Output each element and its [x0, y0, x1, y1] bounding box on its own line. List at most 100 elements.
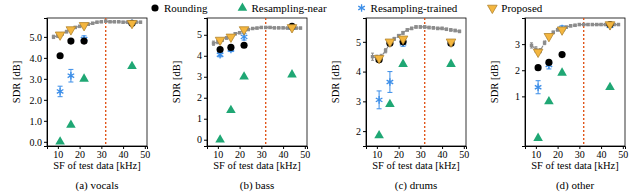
error-bar	[113, 21, 116, 23]
tick-label: 10	[372, 149, 382, 160]
subplot-caption: (d) other	[556, 179, 595, 192]
marker	[374, 55, 384, 63]
error-bar	[591, 23, 594, 25]
marker	[139, 20, 142, 23]
tick-label: 10	[213, 149, 223, 160]
tick: 20	[75, 146, 85, 160]
error-bar	[441, 27, 444, 29]
marker	[91, 22, 94, 25]
subplot-caption: (a) vocals	[75, 179, 118, 192]
tick-label: 4	[197, 50, 202, 61]
marker	[57, 52, 64, 59]
tick-mark	[44, 58, 47, 59]
error-cap	[58, 86, 63, 87]
legend-item: Proposed	[488, 2, 543, 14]
tick-label: 2.0	[30, 95, 43, 106]
marker	[414, 25, 417, 28]
error-bar	[264, 27, 267, 29]
error-cap	[530, 42, 533, 43]
tick-label: 3	[515, 39, 520, 50]
error-cap	[384, 48, 387, 49]
error-bar	[273, 27, 276, 29]
error-cap	[536, 80, 541, 81]
error-bar	[100, 21, 103, 23]
tick-mark	[363, 72, 366, 73]
error-bar	[371, 53, 374, 60]
error-bar	[423, 26, 426, 28]
tick-mark	[363, 42, 366, 43]
tick: 50	[300, 146, 310, 160]
tick-mark	[204, 119, 207, 120]
tick-label: 30	[257, 149, 267, 160]
panel: 1020304050012345SF of test data [kHz]SDR…	[171, 18, 310, 192]
marker	[260, 26, 263, 29]
error-bar	[139, 21, 142, 23]
marker	[239, 27, 249, 35]
error-bar	[377, 91, 382, 109]
tick: 2	[515, 65, 525, 76]
marker	[432, 26, 435, 29]
marker	[52, 35, 55, 38]
marker	[215, 37, 225, 45]
tick-label: 1	[515, 91, 520, 102]
marker	[299, 26, 302, 29]
marker	[104, 19, 107, 22]
error-bar	[58, 86, 63, 96]
y-axis-title: SDR [dB]	[489, 61, 500, 103]
marker	[530, 44, 533, 47]
marker	[582, 23, 585, 26]
tick-mark	[522, 44, 525, 45]
marker	[287, 25, 297, 33]
reference-line	[424, 18, 425, 146]
error-bar	[587, 23, 590, 25]
marker	[55, 136, 65, 144]
marker	[591, 23, 594, 26]
marker	[100, 20, 103, 23]
error-cap	[68, 82, 73, 83]
x-axis-title: SF of test data [kHz]	[531, 160, 618, 171]
tick-label: 50	[618, 149, 628, 160]
marker	[446, 39, 456, 47]
marker	[80, 38, 87, 45]
marker	[68, 72, 75, 80]
plot-frame	[47, 18, 147, 146]
marker	[398, 36, 408, 44]
marker	[385, 39, 395, 47]
tick: 2.0	[30, 95, 48, 106]
error-bar	[449, 29, 452, 31]
reference-line	[265, 18, 266, 146]
tick-label: 10	[531, 149, 541, 160]
marker	[387, 78, 394, 86]
tick: 1	[197, 113, 207, 124]
series-line	[373, 27, 460, 58]
x-axis: 1020304050	[208, 146, 311, 160]
marker	[212, 41, 215, 44]
tick: 40	[119, 146, 129, 160]
marker	[79, 73, 89, 81]
tick-label: 10	[53, 149, 63, 160]
error-bar	[419, 26, 422, 28]
plot-frame	[366, 18, 466, 146]
tick: 10	[213, 146, 223, 160]
error-bar	[578, 23, 581, 25]
marker	[95, 20, 98, 23]
marker	[544, 96, 554, 104]
error-bar	[384, 49, 387, 53]
marker	[401, 31, 404, 34]
figure: 10203040500.01.02.03.04.05.0SF of test d…	[0, 0, 640, 194]
marker	[264, 26, 267, 29]
marker	[255, 26, 258, 29]
tick: 50	[618, 146, 628, 160]
tick-label: 20	[553, 149, 563, 160]
error-bar	[238, 32, 241, 34]
error-bar	[436, 27, 439, 29]
marker	[281, 26, 284, 29]
legend-item: Resampling-trained	[358, 2, 458, 14]
tick: 40	[597, 146, 607, 160]
error-cap	[387, 71, 392, 72]
error-bar	[617, 23, 620, 25]
x-axis: 1020304050	[526, 146, 629, 160]
marker	[215, 134, 225, 142]
tick-label: 40	[279, 149, 289, 160]
error-bar	[428, 26, 431, 28]
